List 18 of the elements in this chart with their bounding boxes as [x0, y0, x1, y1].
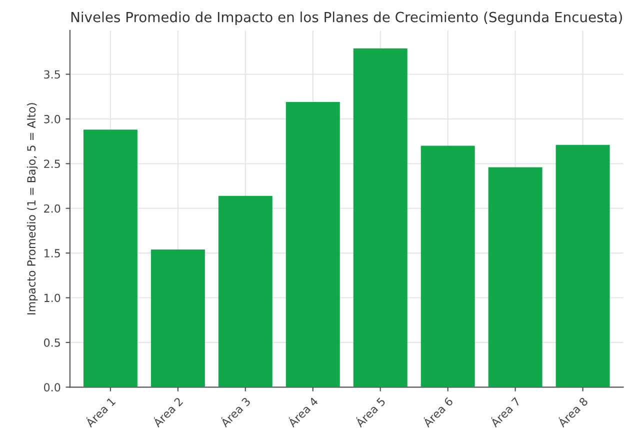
y-tick-label: 3.5 [44, 70, 60, 79]
chart-title: Niveles Promedio de Impacto en los Planes de Crecimiento (Segunda Encuesta) [71, 12, 622, 26]
bar [218, 196, 272, 388]
bar [83, 130, 138, 388]
y-tick-label: 2.5 [44, 160, 60, 168]
bar [150, 249, 205, 388]
y-tick-label: 0.0 [44, 383, 60, 392]
y-axis-title: Impacto Promedio (1 = Bajo, 5 = Alto) [26, 103, 38, 314]
y-tick-label: 2.0 [44, 204, 60, 213]
bar [420, 146, 475, 388]
y-tick-label: 0.5 [44, 338, 60, 347]
bar [286, 102, 340, 388]
bar [488, 167, 542, 388]
bar [556, 144, 610, 388]
y-tick-label: 1.0 [44, 294, 60, 302]
bar [353, 48, 408, 388]
y-tick-label: 1.5 [44, 249, 60, 258]
y-tick-label: 3.0 [44, 114, 60, 124]
